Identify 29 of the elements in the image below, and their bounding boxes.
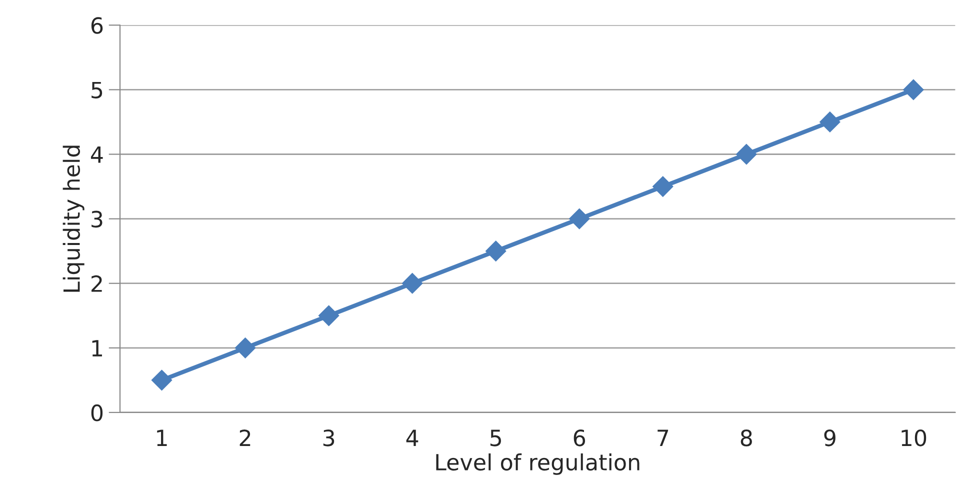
point bbox=[652, 176, 674, 197]
y-tick-label: 6 bbox=[91, 17, 103, 34]
x-axis-title: Level of regulation bbox=[436, 453, 640, 475]
x-tick-label: 9 bbox=[824, 430, 836, 446]
x-tick-label: 3 bbox=[323, 430, 334, 446]
y-axis-title: Liquidity held bbox=[62, 146, 84, 292]
x-tick-label: 8 bbox=[740, 430, 752, 446]
y-tick-label: 4 bbox=[90, 146, 103, 163]
y-tick-label: 3 bbox=[92, 210, 102, 228]
y-tick-label: 0 bbox=[91, 404, 103, 422]
x-tick-label: 10 bbox=[902, 430, 926, 446]
y-tick-label: 2 bbox=[92, 275, 102, 292]
point bbox=[151, 370, 172, 391]
y-tick-label: 5 bbox=[92, 82, 102, 98]
x-tick-label: 4 bbox=[406, 430, 418, 446]
point bbox=[318, 305, 340, 326]
point bbox=[569, 208, 590, 230]
x-tick-label: 7 bbox=[658, 430, 668, 446]
point bbox=[486, 240, 506, 262]
point bbox=[903, 79, 924, 100]
x-tick-label: 1 bbox=[157, 430, 167, 446]
point bbox=[820, 112, 840, 132]
point bbox=[402, 273, 423, 294]
x-tick-label: 6 bbox=[574, 430, 586, 446]
x-tick-label: 2 bbox=[240, 430, 250, 446]
point bbox=[234, 338, 256, 358]
point bbox=[736, 144, 757, 165]
y-tick-label: 1 bbox=[92, 340, 102, 356]
x-tick-label: 5 bbox=[490, 430, 501, 446]
